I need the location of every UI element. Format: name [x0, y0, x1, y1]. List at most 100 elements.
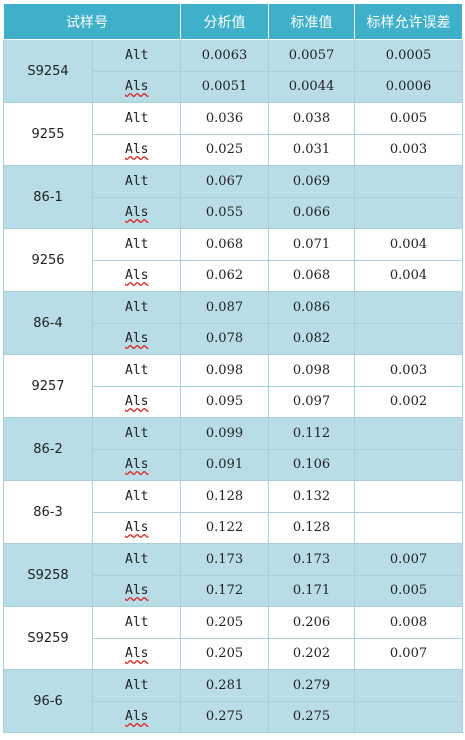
- sample-id-cell: 86-1: [3, 165, 93, 229]
- standard-value-cell: 0.128: [268, 511, 355, 544]
- tolerance-value-cell: [354, 196, 463, 229]
- element-cell: Alt: [92, 543, 181, 576]
- header-analysis: 分析值: [180, 3, 269, 40]
- sample-id-cell: 86-4: [3, 291, 93, 355]
- tolerance-value-cell: 0.007: [354, 543, 463, 576]
- table-row: 86-2 Alt 0.099 0.112: [3, 417, 463, 481]
- element-label: Alt: [125, 173, 149, 189]
- element-label: Alt: [125, 488, 149, 504]
- element-cell: Als: [92, 574, 181, 607]
- element-label: Alt: [125, 47, 149, 63]
- standard-value-cell: 0.0057: [268, 39, 355, 72]
- analysis-value-cell: 0.173: [180, 543, 269, 576]
- standard-value-cell: 0.098: [268, 354, 355, 387]
- standard-value-cell: 0.106: [268, 448, 355, 481]
- standard-value-cell: 0.031: [268, 133, 355, 166]
- analysis-value-cell: 0.062: [180, 259, 269, 292]
- tolerance-value-cell: 0.0006: [354, 70, 463, 103]
- header-row: 试样号 分析值 标准值 标样允许误差: [3, 3, 463, 40]
- element-label: Als: [125, 142, 149, 158]
- element-label: Als: [125, 79, 149, 95]
- element-label: Als: [125, 394, 149, 410]
- element-cell: Als: [92, 133, 181, 166]
- table-row: 9256 Alt 0.068 0.071 0.004: [3, 228, 463, 292]
- sample-id-cell: S9259: [3, 606, 93, 670]
- tolerance-value-cell: 0.002: [354, 385, 463, 418]
- tolerance-value-cell: 0.004: [354, 228, 463, 261]
- element-label: Als: [125, 520, 149, 536]
- standard-value-cell: 0.132: [268, 480, 355, 513]
- standard-value-cell: 0.038: [268, 102, 355, 135]
- header-sample: 试样号: [3, 3, 181, 40]
- element-label: Als: [125, 646, 149, 662]
- element-label: Alt: [125, 236, 149, 252]
- analysis-value-cell: 0.172: [180, 574, 269, 607]
- analysis-value-cell: 0.098: [180, 354, 269, 387]
- element-label: Alt: [125, 425, 149, 441]
- element-cell: Alt: [92, 291, 181, 324]
- analysis-value-cell: 0.036: [180, 102, 269, 135]
- element-label: Als: [125, 457, 149, 473]
- analysis-value-cell: 0.275: [180, 700, 269, 733]
- element-cell: Alt: [92, 417, 181, 450]
- standard-value-cell: 0.202: [268, 637, 355, 670]
- element-label: Alt: [125, 299, 149, 315]
- analysis-value-cell: 0.087: [180, 291, 269, 324]
- table-row: 9255 Alt 0.036 0.038 0.005: [3, 102, 463, 166]
- tolerance-value-cell: [354, 669, 463, 702]
- tolerance-value-cell: [354, 417, 463, 450]
- element-cell: Als: [92, 637, 181, 670]
- analysis-value-cell: 0.0063: [180, 39, 269, 72]
- standard-value-cell: 0.068: [268, 259, 355, 292]
- header-tolerance: 标样允许误差: [354, 3, 463, 40]
- analysis-value-cell: 0.067: [180, 165, 269, 198]
- element-cell: Alt: [92, 228, 181, 261]
- element-cell: Als: [92, 196, 181, 229]
- sample-id-cell: 9257: [3, 354, 93, 418]
- standard-value-cell: 0.097: [268, 385, 355, 418]
- standard-value-cell: 0.0044: [268, 70, 355, 103]
- standard-value-cell: 0.279: [268, 669, 355, 702]
- element-label: Als: [125, 205, 149, 221]
- table-row: Als 0.172 0.171 0.005: [4, 574, 463, 607]
- element-cell: Alt: [92, 39, 181, 72]
- table-row: 9257 Alt 0.098 0.098 0.003: [3, 354, 463, 418]
- analysis-value-cell: 0.0051: [180, 70, 269, 103]
- analysis-value-cell: 0.099: [180, 417, 269, 450]
- analysis-value-cell: 0.078: [180, 322, 269, 355]
- tolerance-value-cell: [354, 291, 463, 324]
- element-label: Als: [125, 268, 149, 284]
- element-cell: Alt: [92, 354, 181, 387]
- tolerance-value-cell: 0.007: [354, 637, 463, 670]
- element-label: Alt: [125, 614, 149, 630]
- table-row: 86-4 Alt 0.087 0.086: [3, 291, 463, 355]
- table-row: Als 0.275 0.275: [4, 700, 463, 733]
- table-row: Als 0.122 0.128: [4, 511, 463, 544]
- analysis-value-cell: 0.055: [180, 196, 269, 229]
- analysis-value-cell: 0.122: [180, 511, 269, 544]
- table-row: Als 0.095 0.097 0.002: [4, 385, 463, 418]
- element-cell: Alt: [92, 165, 181, 198]
- standard-value-cell: 0.071: [268, 228, 355, 261]
- sample-id-cell: 9256: [3, 228, 93, 292]
- element-cell: Als: [92, 70, 181, 103]
- sample-id-cell: 9255: [3, 102, 93, 166]
- table-row: Als 0.078 0.082: [4, 322, 463, 355]
- table-row: Als 0.0051 0.0044 0.0006: [4, 70, 463, 103]
- sample-id-cell: 86-3: [3, 480, 93, 544]
- element-label: Alt: [125, 110, 149, 126]
- analysis-value-cell: 0.095: [180, 385, 269, 418]
- element-cell: Als: [92, 259, 181, 292]
- sample-id-cell: 86-2: [3, 417, 93, 481]
- analysis-value-cell: 0.281: [180, 669, 269, 702]
- element-cell: Als: [92, 385, 181, 418]
- table-row: Als 0.025 0.031 0.003: [4, 133, 463, 166]
- table-row: 86-1 Alt 0.067 0.069: [3, 165, 463, 229]
- standard-value-cell: 0.275: [268, 700, 355, 733]
- element-cell: Alt: [92, 606, 181, 639]
- tolerance-value-cell: [354, 700, 463, 733]
- standard-value-cell: 0.206: [268, 606, 355, 639]
- tolerance-value-cell: [354, 165, 463, 198]
- tolerance-value-cell: 0.004: [354, 259, 463, 292]
- standard-value-cell: 0.112: [268, 417, 355, 450]
